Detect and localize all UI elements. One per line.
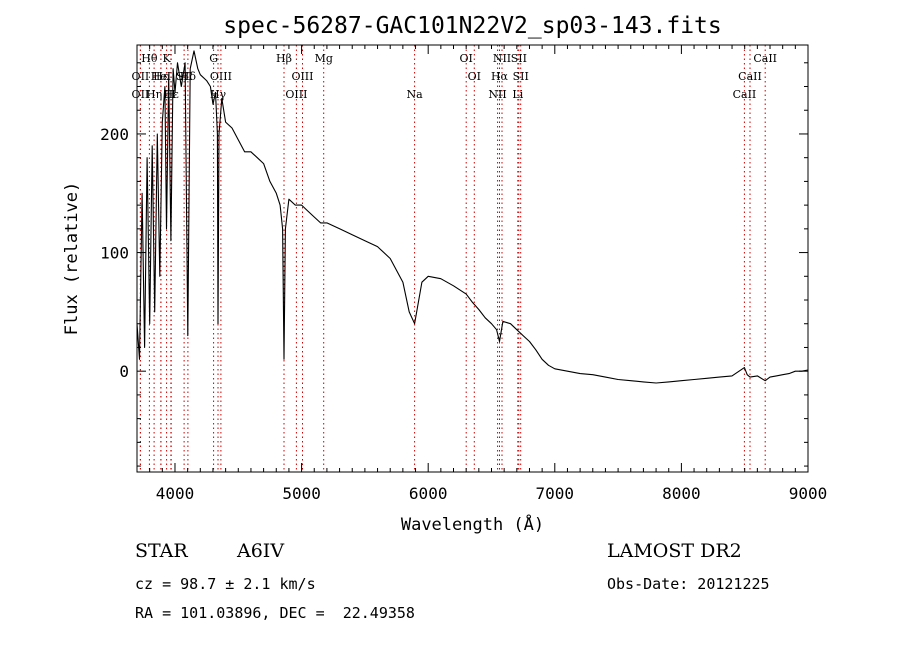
line-label: Hε [164,88,180,101]
x-tick-label: 8000 [662,484,701,503]
line-label: CaII [733,88,757,101]
redshift-label: cz = 98.7 ± 2.1 km/s [135,575,316,593]
line-label: OII [132,88,150,101]
line-label: SII [511,52,527,65]
line-label: SII [176,70,192,83]
x-tick-label: 4000 [156,484,195,503]
line-label: HeI [151,70,171,83]
line-label: CaII [753,52,777,65]
line-label: Mg [315,52,333,65]
line-label: H [166,88,176,101]
x-tick-label: 9000 [789,484,828,503]
chart-title: spec-56287-GAC101N22V2_sp03-143.fits [223,13,722,39]
y-axis-label: Flux (relative) [62,182,82,336]
line-label: Hβ [276,52,292,65]
y-tick-label: 100 [100,244,129,263]
line-label: K [163,52,172,65]
line-label: Li [512,88,523,101]
line-label: Hε [153,70,169,83]
line-label: OI [468,70,481,83]
line-label: OIII [285,88,307,101]
x-tick-label: 5000 [282,484,321,503]
x-tick-label: 6000 [409,484,448,503]
line-label: OI [459,52,472,65]
line-label: Hγ [210,88,227,101]
x-tick-label: 7000 [536,484,575,503]
plot-frame [136,44,809,473]
line-label: Na [407,88,424,101]
line-label: Hη [146,88,162,101]
y-tick-label: 200 [100,125,129,144]
line-label: Hα [491,70,509,83]
y-tick-label: 0 [119,362,129,381]
line-label: CaII [738,70,762,83]
line-label: OIII [291,70,313,83]
line-label: SII [513,70,529,83]
spectrum-line [136,50,809,384]
line-label: Hθ [141,52,158,65]
line-label: Hδ [180,70,197,83]
x-axis-label: Wavelength (Å) [401,513,544,535]
line-label: OII [132,70,150,83]
line-label: NII [493,52,511,65]
coordinates-label: RA = 101.03896, DEC = 22.49358 [135,604,415,622]
obs-date-label: Obs-Date: 20121225 [607,575,770,593]
line-label: NII [488,88,506,101]
line-label: OIII [210,70,232,83]
line-label: G [209,52,218,65]
survey-label: LAMOST DR2 [607,540,742,562]
object-class-label: STAR [135,540,188,562]
subclass-label: A6IV [237,540,285,562]
